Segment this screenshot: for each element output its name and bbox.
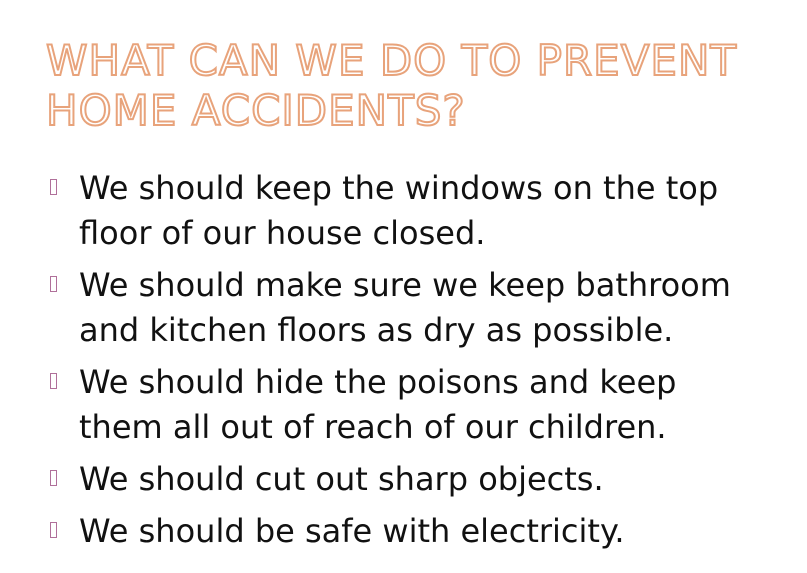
- slide-title: WHAT CAN WE DO TO PREVENT HOME ACCIDENTS…: [45, 35, 786, 136]
- bullet-item-windows: We should keep the windows on the top fl…: [48, 166, 788, 256]
- bullet-item-poisons: We should hide the poisons and keep them…: [48, 360, 788, 450]
- bullet-text-line: floor of our house closed.: [79, 214, 486, 252]
- bullet-list: We should keep the windows on the top fl…: [48, 166, 788, 561]
- bullet-text-line: and kitchen floors as dry as possible.: [79, 311, 674, 349]
- title-line-1: WHAT CAN WE DO TO PREVENT: [45, 35, 738, 86]
- bullet-box-icon: [50, 470, 57, 486]
- bullet-text-line: We should hide the poisons and keep: [79, 363, 677, 401]
- bullet-box-icon: [50, 179, 57, 195]
- bullet-text-line: We should cut out sharp objects.: [79, 460, 604, 498]
- bullet-text-line: We should keep the windows on the top: [79, 169, 719, 207]
- bullet-box-icon: [50, 522, 57, 538]
- bullet-item-electricity: We should be safe with electricity.: [48, 509, 788, 554]
- title-line-2: HOME ACCIDENTS?: [45, 85, 466, 136]
- bullet-text-line: We should be safe with electricity.: [79, 512, 625, 550]
- bullet-box-icon: [50, 276, 57, 292]
- bullet-item-floors: We should make sure we keep bathroom and…: [48, 263, 788, 353]
- bullet-box-icon: [50, 373, 57, 389]
- bullet-text-line: We should make sure we keep bathroom: [79, 266, 731, 304]
- bullet-item-sharp-objects: We should cut out sharp objects.: [48, 457, 788, 502]
- bullet-text-line: them all out of reach of our children.: [79, 408, 667, 446]
